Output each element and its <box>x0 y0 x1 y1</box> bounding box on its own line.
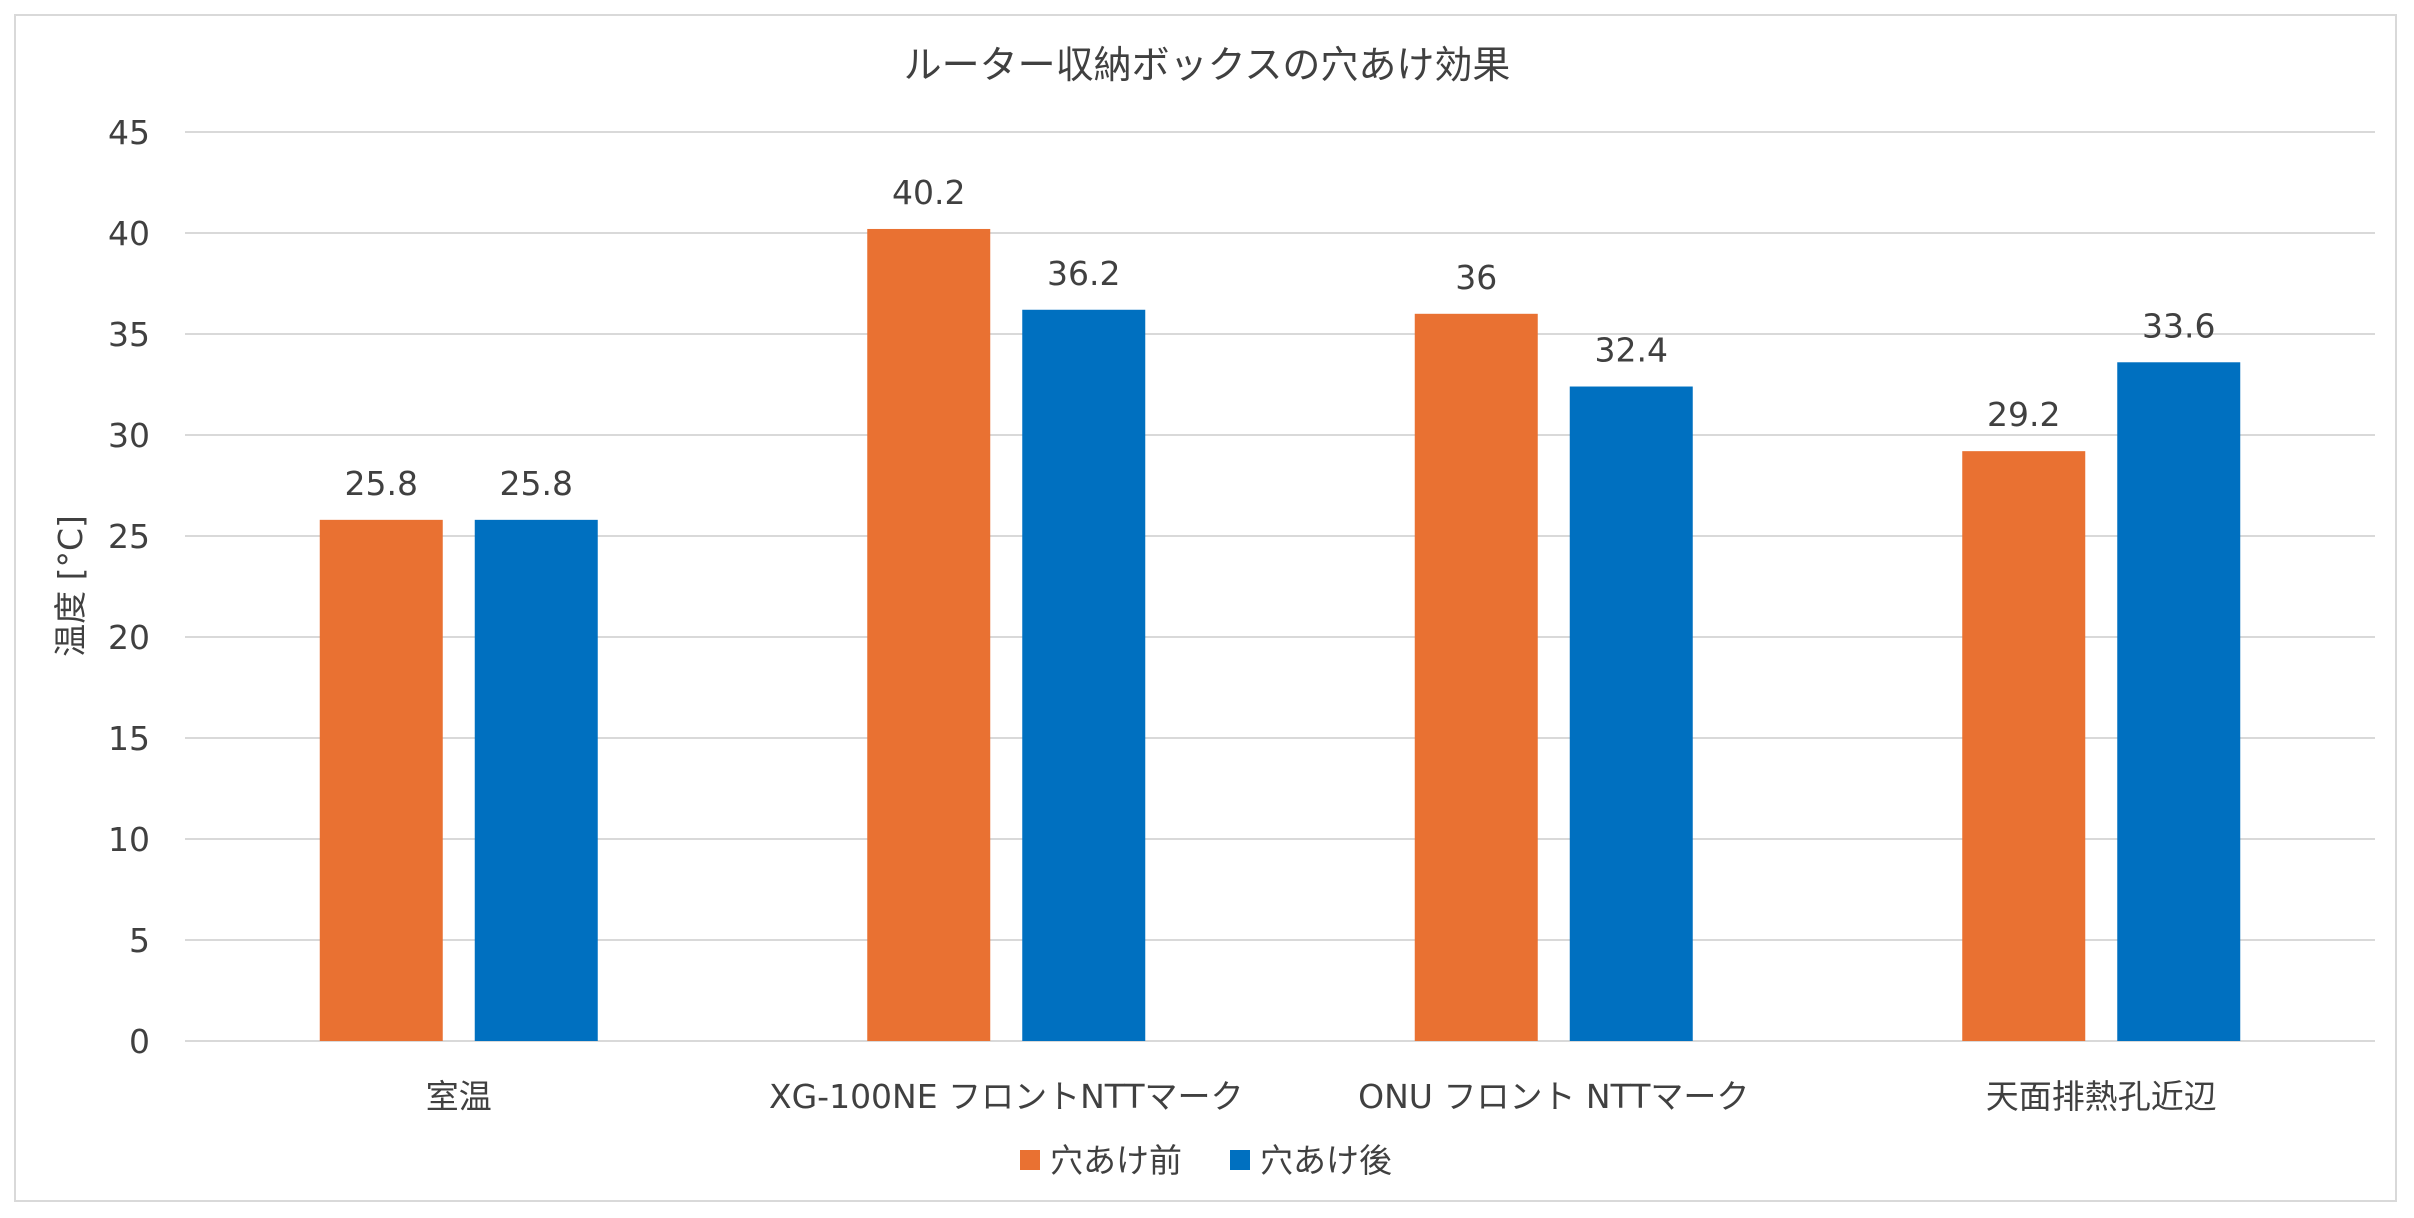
bar-before <box>1962 451 2086 1041</box>
bar-after <box>1569 386 1693 1041</box>
y-tick-label: 45 <box>108 113 150 152</box>
bar-before <box>867 228 991 1041</box>
y-tick-label: 0 <box>129 1022 150 1061</box>
y-axis-title: 温度 [°C] <box>51 515 90 657</box>
x-tick-label: 天面排熱孔近辺 <box>1986 1077 2217 1116</box>
bar-after <box>2117 362 2241 1041</box>
y-tick-label: 35 <box>108 315 150 354</box>
x-tick-label: 室温 <box>426 1077 492 1116</box>
bar-after <box>474 519 598 1041</box>
legend-swatch <box>1230 1150 1250 1170</box>
bar-before <box>1414 313 1538 1041</box>
data-label: 25.8 <box>345 464 418 503</box>
x-tick-label: XG-100NE フロントNTTマーク <box>769 1077 1244 1116</box>
bar-after <box>1022 309 1146 1041</box>
y-tick-label: 15 <box>108 719 150 758</box>
data-label: 29.2 <box>1987 395 2060 434</box>
y-tick-label: 40 <box>108 214 150 253</box>
y-tick-label: 25 <box>108 517 150 556</box>
y-tick-label: 20 <box>108 618 150 657</box>
bar-before <box>319 519 443 1041</box>
data-label: 25.8 <box>500 464 573 503</box>
data-label: 40.2 <box>892 173 965 212</box>
data-label: 36 <box>1455 258 1497 297</box>
y-tick-label: 10 <box>108 820 150 859</box>
x-tick-label: ONU フロント NTTマーク <box>1358 1077 1749 1116</box>
legend-label: 穴あけ前 <box>1050 1141 1182 1180</box>
legend-label: 穴あけ後 <box>1260 1141 1392 1180</box>
data-label: 36.2 <box>1047 254 1120 293</box>
data-label: 33.6 <box>2142 306 2215 345</box>
chart-title: ルーター収納ボックスの穴あけ効果 <box>904 43 1511 87</box>
y-tick-label: 30 <box>108 416 150 455</box>
data-label: 32.4 <box>1595 331 1668 370</box>
y-tick-label: 5 <box>129 921 150 960</box>
legend-swatch <box>1020 1150 1040 1170</box>
